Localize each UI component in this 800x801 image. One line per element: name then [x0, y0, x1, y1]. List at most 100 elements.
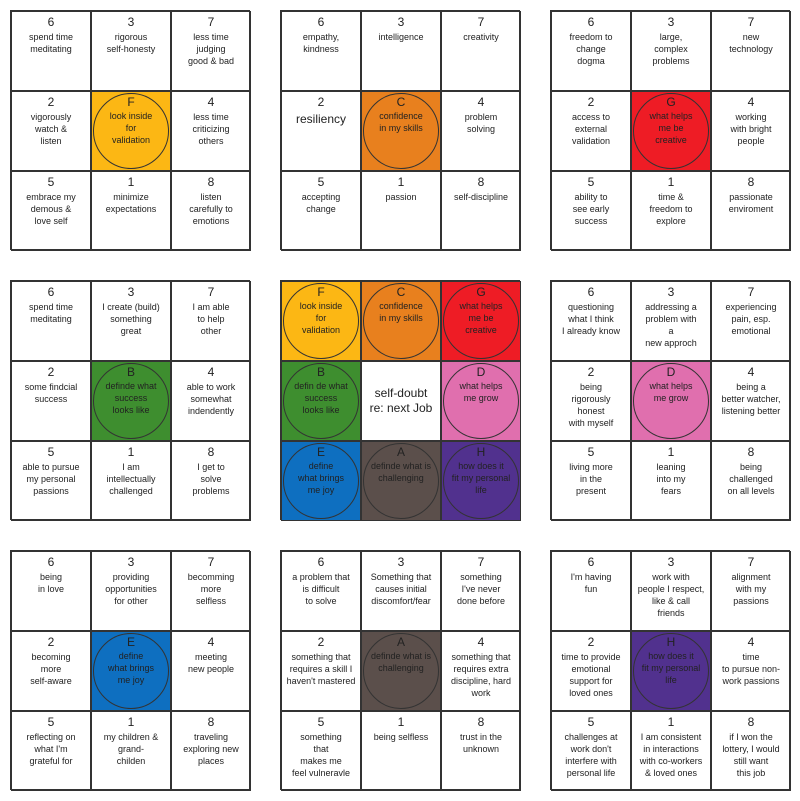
theme-letter: G — [476, 285, 486, 299]
grid-g-cell-6: 6 freedom to change dogma — [551, 11, 631, 91]
cell-number: 6 — [587, 285, 595, 299]
grid-a-cell-4: 4 something that requires extra disciplin… — [441, 631, 521, 711]
cell-text: minimize expectations — [105, 192, 157, 214]
theme-letter: D — [476, 365, 486, 379]
grid-a-cell-2: 2 something that requires a skill I haven… — [281, 631, 361, 711]
theme-text: define what brings me joy — [107, 651, 155, 685]
cell-text: rigorous self-honesty — [106, 32, 156, 54]
grid-h-cell-1: 1 I am consistent in interactions with co… — [631, 711, 711, 791]
cell-text: something I've never done before — [456, 572, 506, 606]
grid-e: 6 being in love 3 providing opportunities f… — [10, 550, 251, 791]
theme-circle — [93, 633, 169, 709]
cell-text: new technology — [729, 32, 773, 54]
cell-number: 8 — [747, 715, 755, 729]
grid-c-cell-4: 4 problem solving — [441, 91, 521, 171]
cell-number: 8 — [207, 445, 215, 459]
theme-text: define what brings me joy — [297, 461, 345, 495]
grid-f-cell-4: 4 less time criticizing others — [171, 91, 251, 171]
grid-d-cell-7: 7 experiencing pain, esp. emotional — [711, 281, 791, 361]
grid-g-cell-3: 3 large, complex problems — [631, 11, 711, 91]
grid-h-cell-8: 8 if I won the lottery, I would still wan… — [711, 711, 791, 791]
theme-text: definde what is challenging — [370, 461, 432, 483]
theme-circle — [443, 283, 519, 359]
cell-text: embrace my demous & love self — [26, 192, 76, 226]
cell-number: 3 — [397, 15, 405, 29]
grid-c-cell-6: 6 empathy, kindness — [281, 11, 361, 91]
cell-text: I get to solve problems — [192, 462, 230, 496]
cell-text: less time criticizing others — [192, 112, 230, 146]
cell-text: being a better watcher, listening better — [721, 382, 781, 416]
cell-number: 2 — [587, 365, 595, 379]
cell-number: 6 — [47, 285, 55, 299]
cell-text: listen carefully to emotions — [189, 192, 233, 226]
cell-text: reflecting on what I'm grateful for — [26, 732, 76, 766]
grid-e-cell-3: 3 providing opportunities for other — [91, 551, 171, 631]
theme-letter: D — [666, 365, 676, 379]
theme-text: how does it fit my personal life — [641, 651, 701, 685]
cell-text: creativity — [463, 32, 499, 42]
grid-d-cell-6: 6 questioning what I think I already know — [551, 281, 631, 361]
cell-text: something that requires extra discipline… — [450, 652, 512, 698]
grid-h-cell-6: 6 I'm having fun — [551, 551, 631, 631]
cell-number: 1 — [127, 715, 135, 729]
grid-f-cell-3: 3 rigorous self-honesty — [91, 11, 171, 91]
cell-text: addressing a problem with a new approch — [645, 302, 697, 348]
cell-number: 1 — [127, 175, 135, 189]
grid-f-cell-5: 5 embrace my demous & love self — [11, 171, 91, 251]
theme-circle — [93, 363, 169, 439]
theme-circle — [443, 363, 519, 439]
grid-d-cell-3: 3 addressing a problem with a new approch — [631, 281, 711, 361]
grid-e-cell-6: 6 being in love — [11, 551, 91, 631]
cell-text: becomming more selfless — [187, 572, 235, 606]
grid-a-cell-1: 1 being selfless — [361, 711, 441, 791]
cell-text: freedom to change dogma — [569, 32, 613, 66]
theme-letter: H — [476, 445, 486, 459]
theme-text: what helps me be creative — [459, 301, 503, 335]
grid-f: 6 spend time meditating 3 rigorous self-hon… — [10, 10, 251, 251]
cell-text: large, complex problems — [652, 32, 690, 66]
grid-h-cell-2: 2 time to provide emotional support for l… — [551, 631, 631, 711]
cell-text: some findcial success — [24, 382, 78, 404]
grid-b-cell-6: 6 spend time meditating — [11, 281, 91, 361]
theme-text: confidence in my skills — [379, 111, 423, 133]
cell-number: 8 — [477, 175, 485, 189]
grid-c-cell-5: 5 accepting change — [281, 171, 361, 251]
grid-b-cell-8: 8 I get to solve problems — [171, 441, 251, 521]
cell-number: 1 — [667, 175, 675, 189]
cell-number: 4 — [207, 635, 215, 649]
theme-circle — [283, 443, 359, 519]
grid-e-cell-5: 5 reflecting on what I'm grateful for — [11, 711, 91, 791]
grid-h-cell-7: 7 alignment with my passions — [711, 551, 791, 631]
theme-text: what helps me be creative — [649, 111, 693, 145]
cell-text: I am consistent in interactions with co-… — [639, 732, 703, 778]
grid-c-cell-2: 2 resiliency — [281, 91, 361, 171]
cell-number: 7 — [477, 555, 485, 569]
theme-circle — [93, 93, 169, 169]
theme-circle — [363, 443, 439, 519]
theme-circle — [283, 363, 359, 439]
cell-text: time & freedom to explore — [649, 192, 693, 226]
cell-text: vigorously watch & listen — [30, 112, 72, 146]
cell-number: 2 — [47, 365, 55, 379]
cell-text: spend time meditating — [28, 302, 74, 324]
grid-g-cell-5: 5 ability to see early success — [551, 171, 631, 251]
cell-number: 7 — [477, 15, 485, 29]
theme-letter: E — [126, 635, 135, 649]
cell-number: 7 — [207, 15, 215, 29]
grid-c-cell-1: 1 passion — [361, 171, 441, 251]
cell-number: 6 — [47, 555, 55, 569]
cell-number: 4 — [477, 95, 485, 109]
core-goal-text: self-doubt re: next Job — [369, 386, 433, 415]
cell-text: I'm having fun — [570, 572, 612, 594]
cell-text: less time judging good & bad — [187, 32, 235, 66]
grid-c-cell-7: 7 creativity — [441, 11, 521, 91]
grid-g-cell-4: 4 working with bright people — [711, 91, 791, 171]
cell-text: experiencing pain, esp. emotional — [725, 302, 777, 336]
cell-number: 7 — [747, 15, 755, 29]
theme-text: look inside for validation — [299, 301, 343, 335]
cell-number: 2 — [317, 95, 325, 109]
